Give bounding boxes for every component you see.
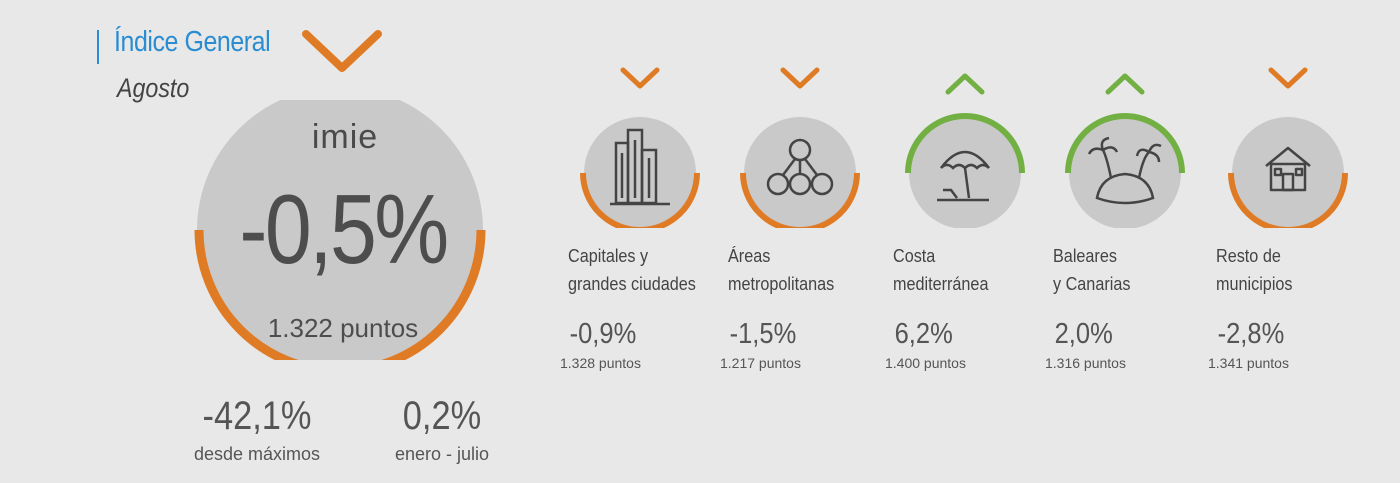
category-value: 2,0% bbox=[1054, 318, 1113, 350]
category-capitales: Capitales y grandes ciudades -0,9% 1.328… bbox=[560, 58, 720, 371]
main-index-gauge bbox=[194, 100, 486, 360]
stat-label: enero - julio bbox=[394, 444, 490, 464]
category-baleares-canarias: Baleares y Canarias 2,0% 1.316 puntos bbox=[1045, 58, 1205, 371]
category-points: 1.341 puntos bbox=[1208, 355, 1289, 371]
category-gauge bbox=[1065, 73, 1185, 228]
category-gauge bbox=[740, 67, 860, 228]
palm-island-icon bbox=[1087, 136, 1162, 205]
category-label-line2: grandes ciudades bbox=[568, 274, 696, 294]
category-points: 1.400 puntos bbox=[885, 355, 966, 371]
down-chevron-icon bbox=[302, 30, 382, 72]
brand-logo: imie bbox=[311, 118, 379, 156]
category-points: 1.217 puntos bbox=[720, 355, 801, 371]
main-index-value: -0,5% bbox=[239, 174, 449, 284]
stat-label: desde máximos bbox=[193, 444, 321, 464]
category-label-line1: Costa bbox=[893, 246, 936, 266]
page-title: Índice General bbox=[114, 26, 271, 58]
category-label-line1: Resto de bbox=[1216, 246, 1281, 266]
house-icon bbox=[1265, 146, 1311, 192]
category-label-line2: y Canarias bbox=[1053, 274, 1131, 294]
category-label-line1: Áreas bbox=[728, 246, 771, 266]
category-gauge bbox=[1228, 67, 1348, 228]
category-gauge bbox=[905, 73, 1025, 228]
network-icon bbox=[766, 138, 834, 196]
stat-from-max: -42,1% desde máximos bbox=[172, 394, 342, 465]
beach-umbrella-icon bbox=[937, 150, 990, 202]
category-costa-mediterranea: Costa mediterránea 6,2% 1.400 puntos bbox=[885, 58, 1045, 371]
stat-value: 0,2% bbox=[402, 394, 482, 438]
category-label-line2: municipios bbox=[1216, 274, 1293, 294]
header-accent-bar bbox=[97, 30, 99, 64]
category-resto-municipios: Resto de municipios -2,8% 1.341 puntos bbox=[1208, 58, 1368, 371]
buildings-icon bbox=[610, 128, 670, 206]
category-value: -2,8% bbox=[1217, 318, 1285, 350]
category-label-line2: metropolitanas bbox=[728, 274, 835, 294]
category-label-line1: Baleares bbox=[1053, 246, 1117, 266]
stat-value: -42,1% bbox=[202, 394, 312, 438]
page-subtitle: Agosto bbox=[117, 73, 190, 103]
category-label-line1: Capitales y bbox=[568, 246, 649, 266]
main-index-points: 1.322 puntos bbox=[267, 313, 419, 343]
stat-year-to-date: 0,2% enero - julio bbox=[357, 394, 527, 465]
category-label-line2: mediterránea bbox=[893, 274, 989, 294]
category-gauge bbox=[580, 67, 700, 228]
category-value: 6,2% bbox=[894, 318, 953, 350]
category-value: -1,5% bbox=[729, 318, 797, 350]
category-points: 1.328 puntos bbox=[560, 355, 641, 371]
category-points: 1.316 puntos bbox=[1045, 355, 1126, 371]
category-value: -0,9% bbox=[569, 318, 637, 350]
category-areas-metropolitanas: Áreas metropolitanas -1,5% 1.217 puntos bbox=[720, 58, 880, 371]
